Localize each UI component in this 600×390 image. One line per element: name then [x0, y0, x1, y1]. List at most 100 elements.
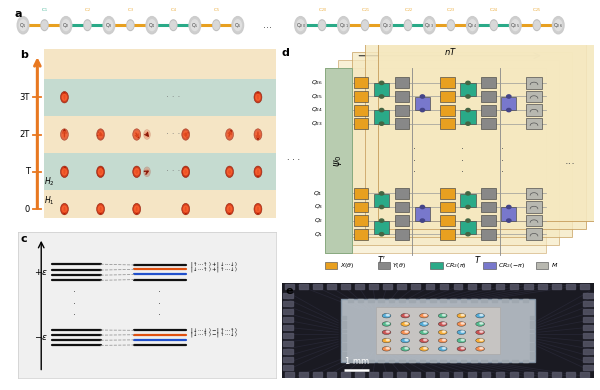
FancyBboxPatch shape [536, 262, 548, 269]
FancyBboxPatch shape [481, 91, 496, 102]
Circle shape [405, 21, 410, 29]
Circle shape [213, 20, 220, 30]
FancyBboxPatch shape [481, 215, 496, 226]
Bar [327, 372, 336, 377]
Circle shape [476, 314, 484, 318]
Bar [530, 321, 534, 324]
Text: a: a [15, 9, 22, 19]
Text: $CR_2(\pi)$: $CR_2(\pi)$ [445, 261, 467, 270]
Circle shape [401, 347, 410, 351]
Bar [283, 293, 293, 298]
Circle shape [362, 21, 368, 29]
FancyBboxPatch shape [395, 105, 409, 115]
Circle shape [420, 206, 425, 209]
Bar [283, 333, 293, 338]
Circle shape [382, 322, 391, 326]
FancyBboxPatch shape [376, 307, 500, 354]
Text: $-\varepsilon$: $-\varepsilon$ [34, 333, 48, 342]
Bar [283, 317, 293, 322]
Circle shape [420, 219, 425, 222]
Bar [524, 284, 533, 289]
Bar [502, 299, 508, 301]
Circle shape [469, 20, 476, 30]
Circle shape [554, 18, 563, 32]
Bar [471, 299, 476, 301]
Circle shape [98, 168, 103, 175]
Bar [342, 352, 346, 355]
Circle shape [404, 20, 412, 30]
Bar [313, 284, 322, 289]
Text: $Q_{24}$: $Q_{24}$ [311, 106, 323, 115]
FancyBboxPatch shape [395, 91, 409, 102]
Circle shape [442, 323, 445, 324]
Text: $Q_3$: $Q_3$ [314, 203, 323, 211]
Bar [342, 334, 346, 337]
Circle shape [379, 192, 384, 195]
Bar [379, 299, 384, 301]
Bar [383, 372, 392, 377]
Circle shape [405, 339, 408, 341]
Circle shape [84, 20, 91, 30]
Bar [44, 190, 276, 218]
Circle shape [106, 20, 112, 30]
Bar [283, 365, 293, 370]
Bar [440, 299, 446, 301]
FancyBboxPatch shape [440, 188, 455, 199]
Circle shape [226, 166, 233, 177]
Circle shape [134, 206, 139, 212]
Circle shape [97, 166, 104, 177]
Circle shape [97, 167, 104, 177]
Circle shape [439, 330, 447, 335]
FancyBboxPatch shape [374, 83, 389, 96]
Bar [342, 339, 346, 341]
Circle shape [553, 17, 564, 34]
Bar [583, 357, 593, 362]
Circle shape [448, 21, 454, 29]
Circle shape [62, 20, 70, 30]
FancyBboxPatch shape [365, 44, 586, 229]
Circle shape [62, 94, 67, 100]
Bar [440, 284, 448, 289]
Circle shape [254, 129, 262, 140]
Circle shape [425, 18, 434, 32]
Text: Q$_6$: Q$_6$ [234, 21, 242, 30]
Circle shape [134, 131, 139, 138]
Circle shape [99, 132, 103, 137]
Bar [530, 352, 534, 355]
Circle shape [457, 330, 466, 335]
Circle shape [319, 20, 326, 30]
Circle shape [466, 192, 470, 195]
Circle shape [554, 20, 562, 30]
Bar [583, 293, 593, 298]
Circle shape [511, 18, 520, 32]
Circle shape [170, 20, 177, 30]
Circle shape [442, 347, 445, 349]
Text: C$_{20}$: C$_{20}$ [317, 6, 326, 14]
Bar [299, 284, 308, 289]
Circle shape [461, 323, 464, 324]
FancyBboxPatch shape [460, 221, 476, 234]
FancyBboxPatch shape [430, 262, 443, 269]
Circle shape [103, 17, 115, 34]
Bar [419, 360, 425, 362]
Circle shape [506, 219, 511, 222]
FancyBboxPatch shape [395, 215, 409, 226]
Circle shape [85, 21, 90, 29]
Circle shape [466, 81, 470, 85]
Circle shape [190, 18, 200, 32]
Bar [552, 372, 560, 377]
Circle shape [382, 314, 391, 318]
Circle shape [42, 21, 47, 29]
Text: ·
·
·: · · · [461, 144, 464, 177]
Circle shape [379, 232, 384, 236]
Circle shape [170, 21, 176, 29]
Circle shape [491, 21, 497, 29]
Bar [496, 284, 505, 289]
Bar [538, 284, 547, 289]
Bar [358, 299, 364, 301]
Bar [580, 284, 589, 289]
Circle shape [189, 17, 200, 34]
Circle shape [457, 347, 466, 351]
Bar [566, 284, 575, 289]
Bar [523, 360, 528, 362]
